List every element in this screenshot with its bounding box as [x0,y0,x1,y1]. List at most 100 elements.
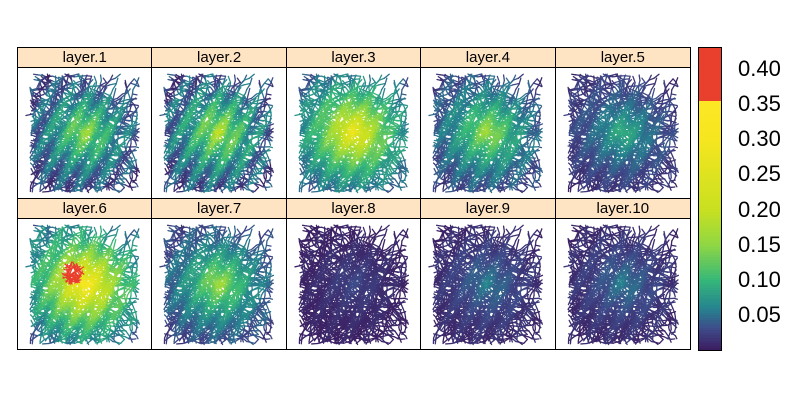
road-segment [67,106,73,112]
road-segment [92,153,101,157]
road-segment [44,164,53,169]
road-segment [51,112,57,120]
road-segment [65,102,72,107]
road-segment [102,119,111,122]
road-segment [35,164,41,167]
road-segment [107,138,113,144]
road-segment [52,141,61,145]
road-segment [48,172,54,176]
road-segment [89,85,94,93]
road-segment [74,186,80,192]
road-segment [106,150,113,153]
road-segment [83,122,90,128]
road-segment [134,141,138,146]
road-segment [194,116,199,122]
road-segment [85,146,89,153]
road-segment [79,119,85,124]
road-segment [48,93,54,99]
road-segment [36,152,41,158]
road-segment [163,152,168,159]
road-segment [77,116,82,122]
road-segment [106,145,109,154]
road-segment [69,124,76,131]
road-segment [68,176,73,182]
road-segment [89,141,95,147]
road-segment [34,114,37,123]
road-segment [53,159,58,164]
road-segment [92,88,97,92]
road-segment [35,82,40,90]
road-segment [132,103,139,107]
road-segment [129,106,132,112]
road-segment [51,145,58,151]
road-segment [220,88,225,94]
road-segment [50,108,57,112]
road-segment [104,98,108,105]
road-segment [30,101,36,104]
road-segment [50,182,53,188]
road-segment [29,152,34,159]
road-segment [51,75,59,79]
road-segment [76,137,83,144]
road-segment [25,113,33,117]
road-segment [227,90,232,97]
road-segment [44,175,50,181]
road-segment [120,183,126,186]
road-segment [74,114,77,123]
road-segment [89,79,94,84]
road-segment [83,140,88,149]
road-segment [76,123,83,128]
road-segment [79,131,87,136]
road-segment [40,84,44,90]
road-segment [53,169,60,173]
road-segment [107,152,112,158]
road-segment [92,82,96,87]
road-segment [266,84,271,91]
road-segment [118,162,123,167]
road-segment [37,178,43,182]
road-segment [169,169,176,172]
road-segment [83,170,91,176]
road-segment [70,105,73,111]
road-segment [47,189,55,193]
road-segment [30,144,36,149]
road-segment [110,103,116,109]
road-segment [30,119,36,122]
road-segment [105,165,109,173]
road-segment [112,136,115,143]
road-segment [64,157,69,163]
road-segment [102,166,108,172]
road-segment [63,92,69,95]
road-segment [81,94,85,101]
road-segment [46,97,51,104]
road-segment [56,164,65,167]
road-segment [135,109,138,116]
road-segment [130,166,134,172]
road-segment [119,178,125,184]
road-segment [73,96,80,103]
road-segment [53,103,59,106]
road-segment [53,122,61,128]
road-segment [79,169,86,173]
road-segment [118,147,122,153]
road-segment [85,115,92,123]
road-segment [135,183,139,188]
road-network-svg [159,73,275,194]
road-segment [136,77,140,83]
road-segment [102,91,110,97]
road-segment [57,146,64,150]
road-segment [105,176,111,181]
road-segment [46,142,50,151]
road-segment [90,94,95,100]
road-segment [261,82,266,88]
road-segment [106,169,114,173]
road-segment [96,131,103,137]
road-segment [91,134,98,139]
road-segment [36,93,42,99]
road-segment [102,83,107,89]
road-segment [92,100,99,105]
road-segment [61,122,68,126]
road-segment [115,107,120,114]
road-segment [41,182,46,185]
road-segment [95,81,98,88]
